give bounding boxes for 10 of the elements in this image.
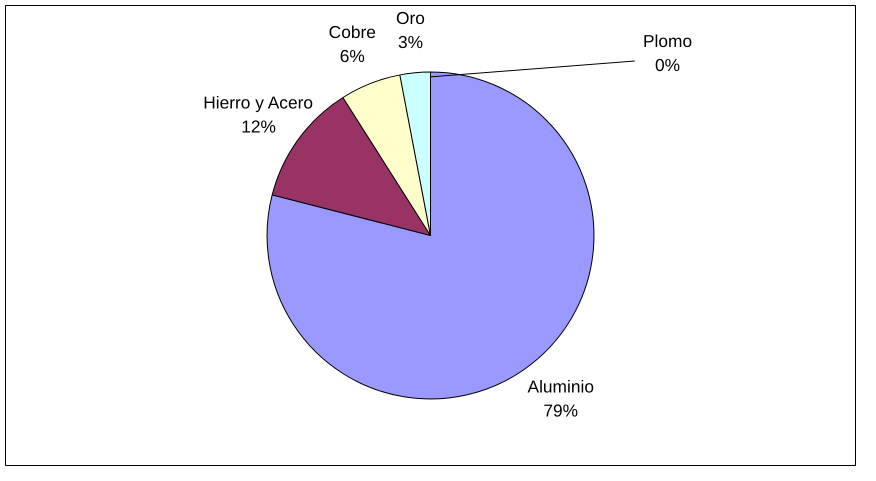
slice-label: Oro [396,8,425,28]
slice-label: Hierro y Acero [203,92,314,112]
category-label: Plomo [642,31,692,52]
data-label: 6% [340,46,365,66]
data-label: 79% [543,400,578,420]
data-label: 12% [241,116,276,136]
data-label: 3% [398,32,424,52]
slice-label: Cobre [328,22,376,42]
text: 0% [654,55,680,76]
slice-label: Aluminio [528,376,594,396]
